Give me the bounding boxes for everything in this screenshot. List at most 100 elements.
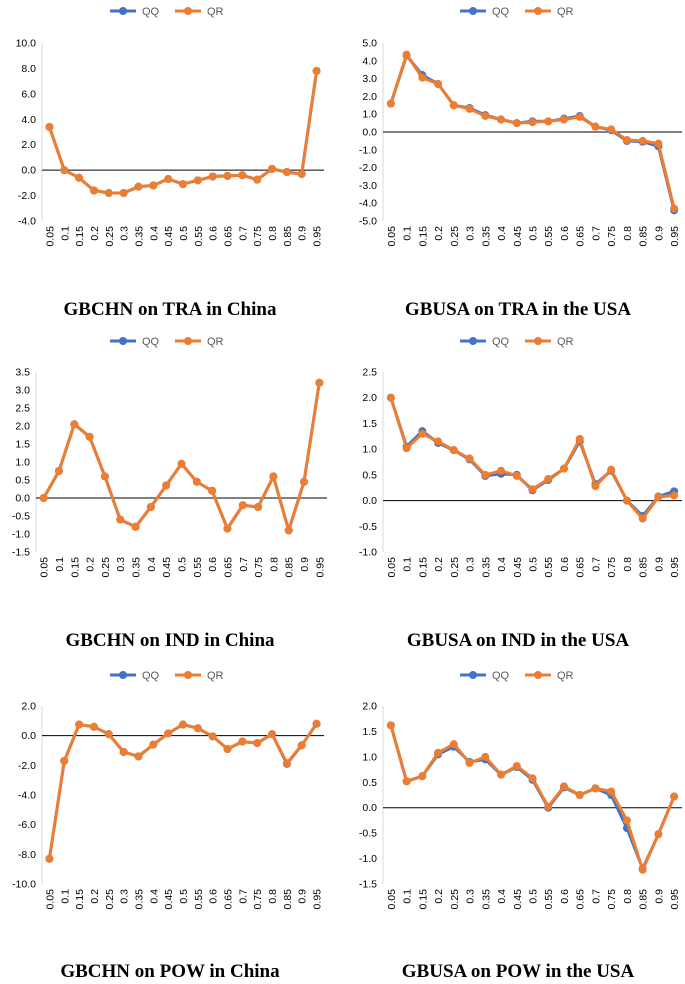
series-line-qq [389, 54, 676, 211]
x-tick-label: 0.05 [39, 557, 51, 578]
x-tick-label: 0.85 [282, 226, 294, 247]
x-tick-label: 0.65 [223, 889, 235, 910]
data-point-qr [315, 378, 324, 387]
x-tick-label: 0.3 [465, 889, 477, 904]
data-point-qr [386, 99, 395, 108]
panel-title-gbchn-tra: GBCHN on TRA in China [63, 299, 277, 320]
x-tick-label: 0.7 [237, 889, 249, 904]
x-tick-label: 0.8 [267, 889, 279, 904]
data-point-qr [54, 467, 63, 475]
y-tick-label: 0.5 [362, 777, 377, 789]
x-tick-label: 0.8 [268, 557, 280, 572]
y-tick-label: -1.5 [12, 547, 30, 559]
x-tick-label: 0.25 [449, 226, 461, 247]
x-tick-label: 0.75 [252, 889, 264, 910]
x-tick-label: 0.5 [528, 557, 540, 572]
y-tick-label: 4.0 [21, 114, 36, 126]
data-point-qr [449, 740, 458, 749]
data-point-qr [622, 816, 631, 825]
data-point-qr [622, 496, 631, 505]
x-tick-label: 0.95 [314, 557, 326, 578]
data-point-qr [253, 175, 262, 184]
data-point-qr [449, 446, 458, 455]
legend-label-qq: QQ [142, 670, 160, 682]
x-tick-label: 0.55 [543, 889, 555, 910]
x-tick-label: 0.65 [223, 226, 235, 247]
y-tick-label: 2.5 [362, 367, 377, 379]
y-tick-label: 0.0 [362, 495, 377, 507]
x-tick-label: 0.1 [59, 226, 71, 241]
x-tick-label: 0.85 [638, 889, 650, 910]
x-tick-label: 0.95 [669, 226, 681, 247]
data-point-qr [134, 182, 143, 191]
y-tick-label: -2.0 [18, 190, 36, 202]
x-tick-label: 0.55 [543, 557, 555, 578]
legend-label-qq: QQ [492, 6, 510, 18]
y-tick-label: -6.0 [18, 819, 36, 831]
data-point-qr [559, 464, 568, 473]
x-tick-label: 0.35 [133, 889, 145, 910]
data-point-qr [670, 491, 679, 500]
panel-title-gbusa-pow: GBUSA on POW in the USA [401, 961, 635, 982]
x-tick-label: 0.9 [299, 557, 311, 572]
x-tick-label: 0.85 [282, 889, 294, 910]
legend-label-qr: QR [557, 6, 574, 18]
x-tick-label: 0.4 [148, 226, 160, 241]
data-point-qr [591, 122, 600, 131]
x-tick-label: 0.7 [590, 557, 602, 572]
x-tick-label: 0.6 [559, 226, 571, 241]
data-point-qr [146, 503, 155, 511]
data-point-qr [104, 189, 113, 198]
data-point-qr [465, 104, 474, 113]
data-point-qr [85, 432, 94, 441]
x-tick-label: 0.15 [417, 889, 429, 910]
data-point-qr [434, 748, 443, 757]
data-point-qr [312, 66, 321, 75]
y-tick-label: -10.0 [12, 879, 36, 891]
data-point-qr [544, 802, 553, 811]
data-point-qr [449, 101, 458, 110]
x-tick-label: 0.7 [237, 226, 249, 241]
y-tick-label: -0.5 [12, 511, 30, 523]
series-line-qq [389, 397, 675, 518]
series-line-qq [42, 382, 321, 532]
x-tick-label: 0.1 [54, 557, 66, 572]
legend-swatch-marker-qq [119, 337, 127, 345]
x-tick-label: 0.9 [653, 226, 665, 241]
legend-swatch-marker-qr [534, 7, 542, 15]
data-point-qr [670, 792, 679, 801]
x-tick-label: 0.2 [89, 889, 101, 904]
data-point-qr [162, 481, 171, 490]
x-tick-label: 0.85 [284, 557, 296, 578]
y-tick-label: -1.0 [12, 529, 30, 541]
x-tick-label: 0.1 [59, 889, 71, 904]
x-tick-label: 0.75 [606, 889, 618, 910]
x-tick-label: 0.3 [119, 226, 131, 241]
series-line-qq [47, 70, 319, 195]
data-point-qr [512, 762, 521, 771]
legend-swatch-marker-qq [469, 671, 477, 679]
chart-panel-1: -4.0-2.00.02.04.06.08.010.00.05 0.1 0.15 0.… [16, 6, 324, 246]
data-point-qr [193, 176, 202, 185]
x-tick-label: 0.9 [297, 889, 309, 904]
legend-label-qq: QQ [142, 336, 160, 348]
data-point-qr [75, 720, 84, 729]
y-tick-label: 5.0 [362, 38, 377, 50]
x-tick-label: 0.05 [386, 557, 398, 578]
x-tick-label: 0.15 [74, 226, 86, 247]
data-point-qr [607, 787, 616, 796]
data-point-qr [164, 175, 173, 184]
y-tick-label: 0.0 [21, 165, 36, 177]
x-tick-label: 0.1 [402, 889, 414, 904]
y-tick-label: 1.5 [15, 439, 30, 451]
data-point-qr [607, 465, 616, 474]
data-point-qr [253, 739, 262, 748]
y-tick-label: 2.0 [21, 701, 36, 713]
x-tick-label: 0.7 [590, 226, 602, 241]
data-point-qr [89, 186, 98, 195]
y-tick-label: 1.5 [362, 726, 377, 738]
data-point-qr [238, 737, 247, 746]
legend-swatch-marker-qq [119, 7, 127, 15]
data-point-qr [300, 477, 309, 486]
